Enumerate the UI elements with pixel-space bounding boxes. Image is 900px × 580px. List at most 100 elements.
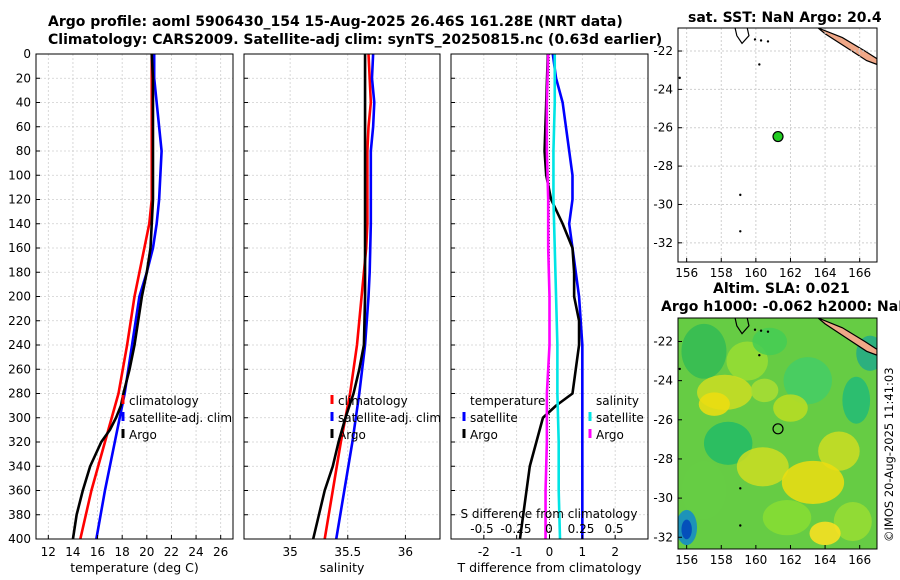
y-tick-label: 200 [8, 290, 31, 304]
island-dot [739, 524, 742, 527]
x-tick-label: -1 [511, 545, 523, 559]
legend-diff-temp-title: temperature [470, 394, 545, 408]
sla-patch [809, 521, 841, 546]
map-y-tick-label: -30 [653, 197, 673, 211]
legend-temperature-label: climatology [129, 394, 199, 408]
y-tick-label: 60 [16, 120, 31, 134]
sla-patch [833, 502, 872, 542]
sla-patch [726, 341, 768, 381]
x-tick-label: 26 [213, 545, 228, 559]
x-tick-label: 18 [115, 545, 130, 559]
y-tick-label: 340 [8, 459, 31, 473]
x-tick-label: 36 [398, 545, 413, 559]
series-argo [71, 53, 155, 540]
series-satellite-adj-clim [95, 54, 163, 540]
sla-map-content [678, 318, 877, 549]
x-axis-label: T difference from climatology [456, 560, 642, 575]
sst-map-title: sat. SST: NaN Argo: 20.4 [688, 10, 882, 26]
legend-salinity-label: satellite-adj. clim [338, 411, 441, 425]
map-x-tick-label: 162 [779, 553, 802, 567]
y-tick-label: 400 [8, 532, 31, 546]
y-tick-label: 280 [8, 387, 31, 401]
legend-temperature-label: Argo [129, 428, 157, 442]
map-x-tick-label: 158 [710, 266, 733, 280]
sla-patch [750, 378, 779, 403]
island-dot [739, 487, 742, 490]
map-x-tick-label: 166 [848, 553, 871, 567]
island-dot [753, 328, 757, 331]
y-tick-label: 100 [8, 168, 31, 182]
y-tick-label: 240 [8, 338, 31, 352]
coastline-new-caledonia [817, 28, 877, 66]
argo-position-marker [772, 130, 784, 143]
island-dot [759, 39, 763, 42]
reef-outline [734, 318, 750, 335]
reef-outline [734, 28, 750, 45]
legend-diff-sal-title: salinity [596, 394, 639, 408]
sla-map-title: Altim. SLA: 0.021 [713, 281, 850, 297]
y-tick-label: 120 [8, 193, 31, 207]
island-dot [766, 330, 770, 333]
top-tick-label: -0.25 [500, 522, 531, 536]
map-y-tick-label: -22 [653, 44, 673, 58]
sla-map-subtitle: Argo h1000: -0.062 h2000: NaN [661, 299, 900, 315]
coastline-new-caledonia [817, 318, 877, 356]
series-s-satellite [552, 54, 562, 540]
island-dot [758, 63, 761, 66]
legend-salinity-label: climatology [338, 394, 408, 408]
sla-patch [818, 431, 860, 471]
island-dot [759, 329, 763, 332]
sst-map-content [678, 28, 877, 233]
legend-diff-sal-label: Argo [596, 428, 624, 442]
sla-patch [698, 392, 730, 416]
series-s-argo [544, 53, 551, 539]
top-tick-label: -0.5 [470, 522, 493, 536]
argo-position-marker [772, 423, 784, 435]
x-tick-label: 1 [579, 545, 587, 559]
map-y-tick-label: -28 [653, 452, 673, 466]
map-y-tick-label: -28 [653, 159, 673, 173]
figure-title-line2: Climatology: CARS2009. Satellite-adj cli… [48, 32, 663, 48]
series-argo [311, 54, 367, 540]
map-y-tick-label: -32 [653, 236, 673, 250]
y-tick-label: 180 [8, 265, 31, 279]
y-tick-label: 80 [16, 144, 31, 158]
island-dot [758, 353, 761, 357]
sla-patch [783, 357, 833, 405]
y-tick-label: 220 [8, 314, 31, 328]
map-y-tick-label: -26 [653, 121, 673, 135]
sla-patch [703, 421, 753, 465]
x-tick-label: 20 [139, 545, 154, 559]
sla-patch [773, 394, 808, 422]
top-axis-label: S difference from climatology [461, 507, 638, 521]
sla-map-frame [677, 317, 878, 550]
x-tick-label: 16 [90, 545, 105, 559]
y-tick-label: 360 [8, 484, 31, 498]
sla-patch [681, 519, 692, 540]
map-x-tick-label: 156 [675, 553, 698, 567]
y-tick-label: 40 [16, 96, 31, 110]
top-tick-label: 0 [545, 522, 553, 536]
map-y-tick-label: -24 [653, 374, 673, 388]
map-y-tick-label: -22 [653, 334, 673, 348]
x-tick-label: 24 [188, 545, 203, 559]
y-tick-label: 0 [23, 47, 31, 61]
y-tick-label: 380 [8, 508, 31, 522]
map-x-tick-label: 160 [744, 553, 767, 567]
y-tick-label: 260 [8, 362, 31, 376]
sst-map-frame [677, 27, 878, 263]
island-dot [739, 193, 742, 197]
legend-diff-temp-label: satellite [470, 411, 518, 425]
sla-patch [681, 323, 727, 379]
y-tick-label: 320 [8, 435, 31, 449]
map-y-tick-label: -32 [653, 530, 673, 544]
map-x-tick-label: 164 [814, 553, 837, 567]
map-y-tick-label: -24 [653, 82, 673, 96]
legend-salinity-label: Argo [338, 428, 366, 442]
map-x-tick-label: 156 [675, 266, 698, 280]
x-tick-label: -2 [478, 545, 490, 559]
series-t-satellite [551, 53, 584, 539]
sla-patch [681, 460, 727, 520]
x-axis-label: salinity [320, 560, 365, 575]
sla-patch [842, 376, 871, 424]
